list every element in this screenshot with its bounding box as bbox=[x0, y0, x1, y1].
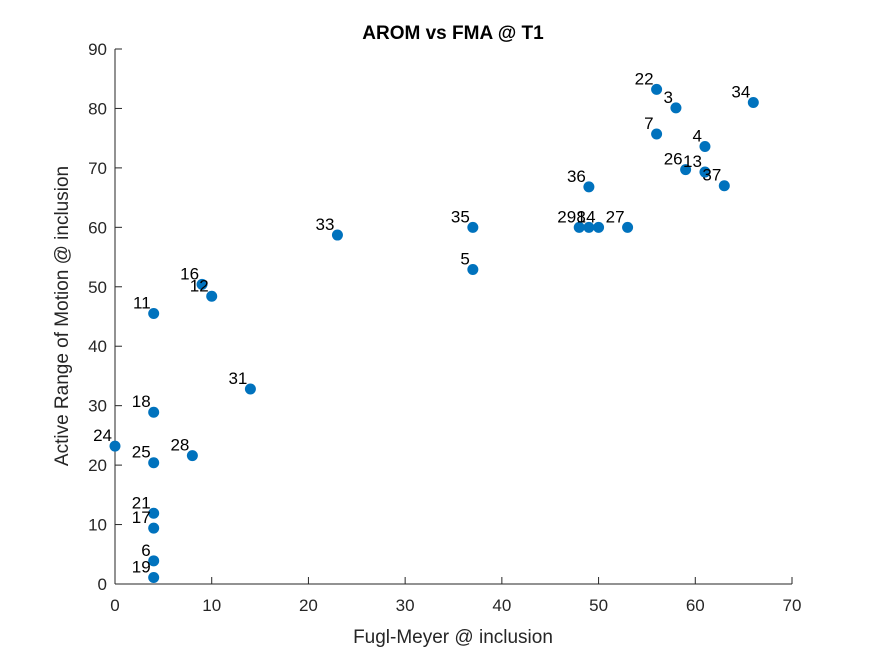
y-tick-label: 0 bbox=[98, 575, 107, 594]
point-label: 22 bbox=[635, 69, 654, 88]
data-point bbox=[196, 278, 208, 290]
point-label: 35 bbox=[451, 207, 470, 226]
point-label: 37 bbox=[702, 166, 721, 185]
y-tick-label: 60 bbox=[88, 218, 107, 237]
y-tick-label: 10 bbox=[88, 516, 107, 535]
x-tick-label: 30 bbox=[396, 596, 415, 615]
point-label: 24 bbox=[93, 426, 112, 445]
data-point bbox=[467, 221, 479, 233]
point-label: 28 bbox=[170, 436, 189, 455]
point-label: 17 bbox=[132, 508, 151, 527]
point-label: 33 bbox=[316, 215, 335, 234]
data-point bbox=[109, 440, 121, 452]
data-points bbox=[109, 83, 759, 583]
data-point bbox=[148, 571, 160, 583]
point-label: 31 bbox=[228, 369, 247, 388]
point-label: 5 bbox=[460, 250, 469, 269]
x-tick-label: 10 bbox=[202, 596, 221, 615]
point-label: 16 bbox=[180, 264, 199, 283]
data-point bbox=[680, 164, 692, 176]
data-point bbox=[148, 522, 160, 534]
data-point bbox=[622, 221, 634, 233]
point-label: 12 bbox=[190, 276, 209, 295]
point-label: 36 bbox=[567, 167, 586, 186]
data-point bbox=[593, 221, 605, 233]
data-point bbox=[148, 555, 160, 567]
point-label: 29 bbox=[557, 207, 576, 226]
x-tick-label: 0 bbox=[110, 596, 119, 615]
point-label: 25 bbox=[132, 443, 151, 462]
point-label: 14 bbox=[577, 207, 596, 226]
point-label: 11 bbox=[133, 294, 151, 313]
point-label: 18 bbox=[132, 392, 151, 411]
data-point bbox=[148, 457, 160, 469]
point-label: 27 bbox=[606, 207, 625, 226]
point-label: 4 bbox=[692, 126, 701, 145]
y-tick-label: 70 bbox=[88, 159, 107, 178]
x-tick-label: 60 bbox=[686, 596, 705, 615]
data-point bbox=[670, 102, 682, 114]
y-tick-label: 90 bbox=[88, 40, 107, 59]
point-label: 19 bbox=[132, 557, 151, 576]
data-point bbox=[467, 264, 479, 276]
axes: 0 10 20 30 40 50 60 70 0 10 20 30 40 50 60 70 80 90 bbox=[88, 40, 801, 615]
data-point bbox=[148, 406, 160, 418]
point-label: 3 bbox=[663, 88, 672, 107]
data-point bbox=[148, 507, 160, 519]
data-point bbox=[583, 221, 595, 233]
y-tick-label: 80 bbox=[88, 99, 107, 118]
data-point bbox=[651, 128, 663, 140]
y-tick-label: 20 bbox=[88, 456, 107, 475]
y-tick-label: 40 bbox=[88, 337, 107, 356]
chart-title: AROM vs FMA @ T1 bbox=[362, 23, 544, 44]
data-point bbox=[148, 308, 160, 320]
point-label: 34 bbox=[731, 83, 750, 102]
data-point bbox=[747, 97, 759, 108]
point-label: 8 bbox=[576, 207, 585, 226]
data-point bbox=[718, 180, 730, 192]
x-tick-label: 20 bbox=[299, 596, 318, 615]
data-point bbox=[573, 221, 585, 233]
point-label: 21 bbox=[132, 493, 151, 512]
x-tick-label: 50 bbox=[589, 596, 608, 615]
data-point bbox=[699, 166, 711, 178]
data-point bbox=[699, 140, 711, 152]
point-label: 7 bbox=[644, 114, 653, 133]
data-point bbox=[651, 83, 663, 95]
point-label: 26 bbox=[664, 150, 683, 169]
point-label: 6 bbox=[141, 541, 150, 560]
y-tick-label: 50 bbox=[88, 278, 107, 297]
data-point bbox=[206, 290, 218, 302]
data-point bbox=[186, 450, 198, 462]
data-point bbox=[583, 181, 595, 193]
y-axis-label: Active Range of Motion @ inclusion bbox=[52, 166, 73, 466]
x-axis-label: Fugl-Meyer @ inclusion bbox=[353, 627, 553, 648]
x-tick-label: 70 bbox=[783, 596, 802, 615]
data-point bbox=[331, 229, 343, 241]
data-point bbox=[244, 383, 256, 395]
x-tick-label: 40 bbox=[492, 596, 511, 615]
point-label: 13 bbox=[683, 152, 702, 171]
y-tick-label: 30 bbox=[88, 397, 107, 416]
